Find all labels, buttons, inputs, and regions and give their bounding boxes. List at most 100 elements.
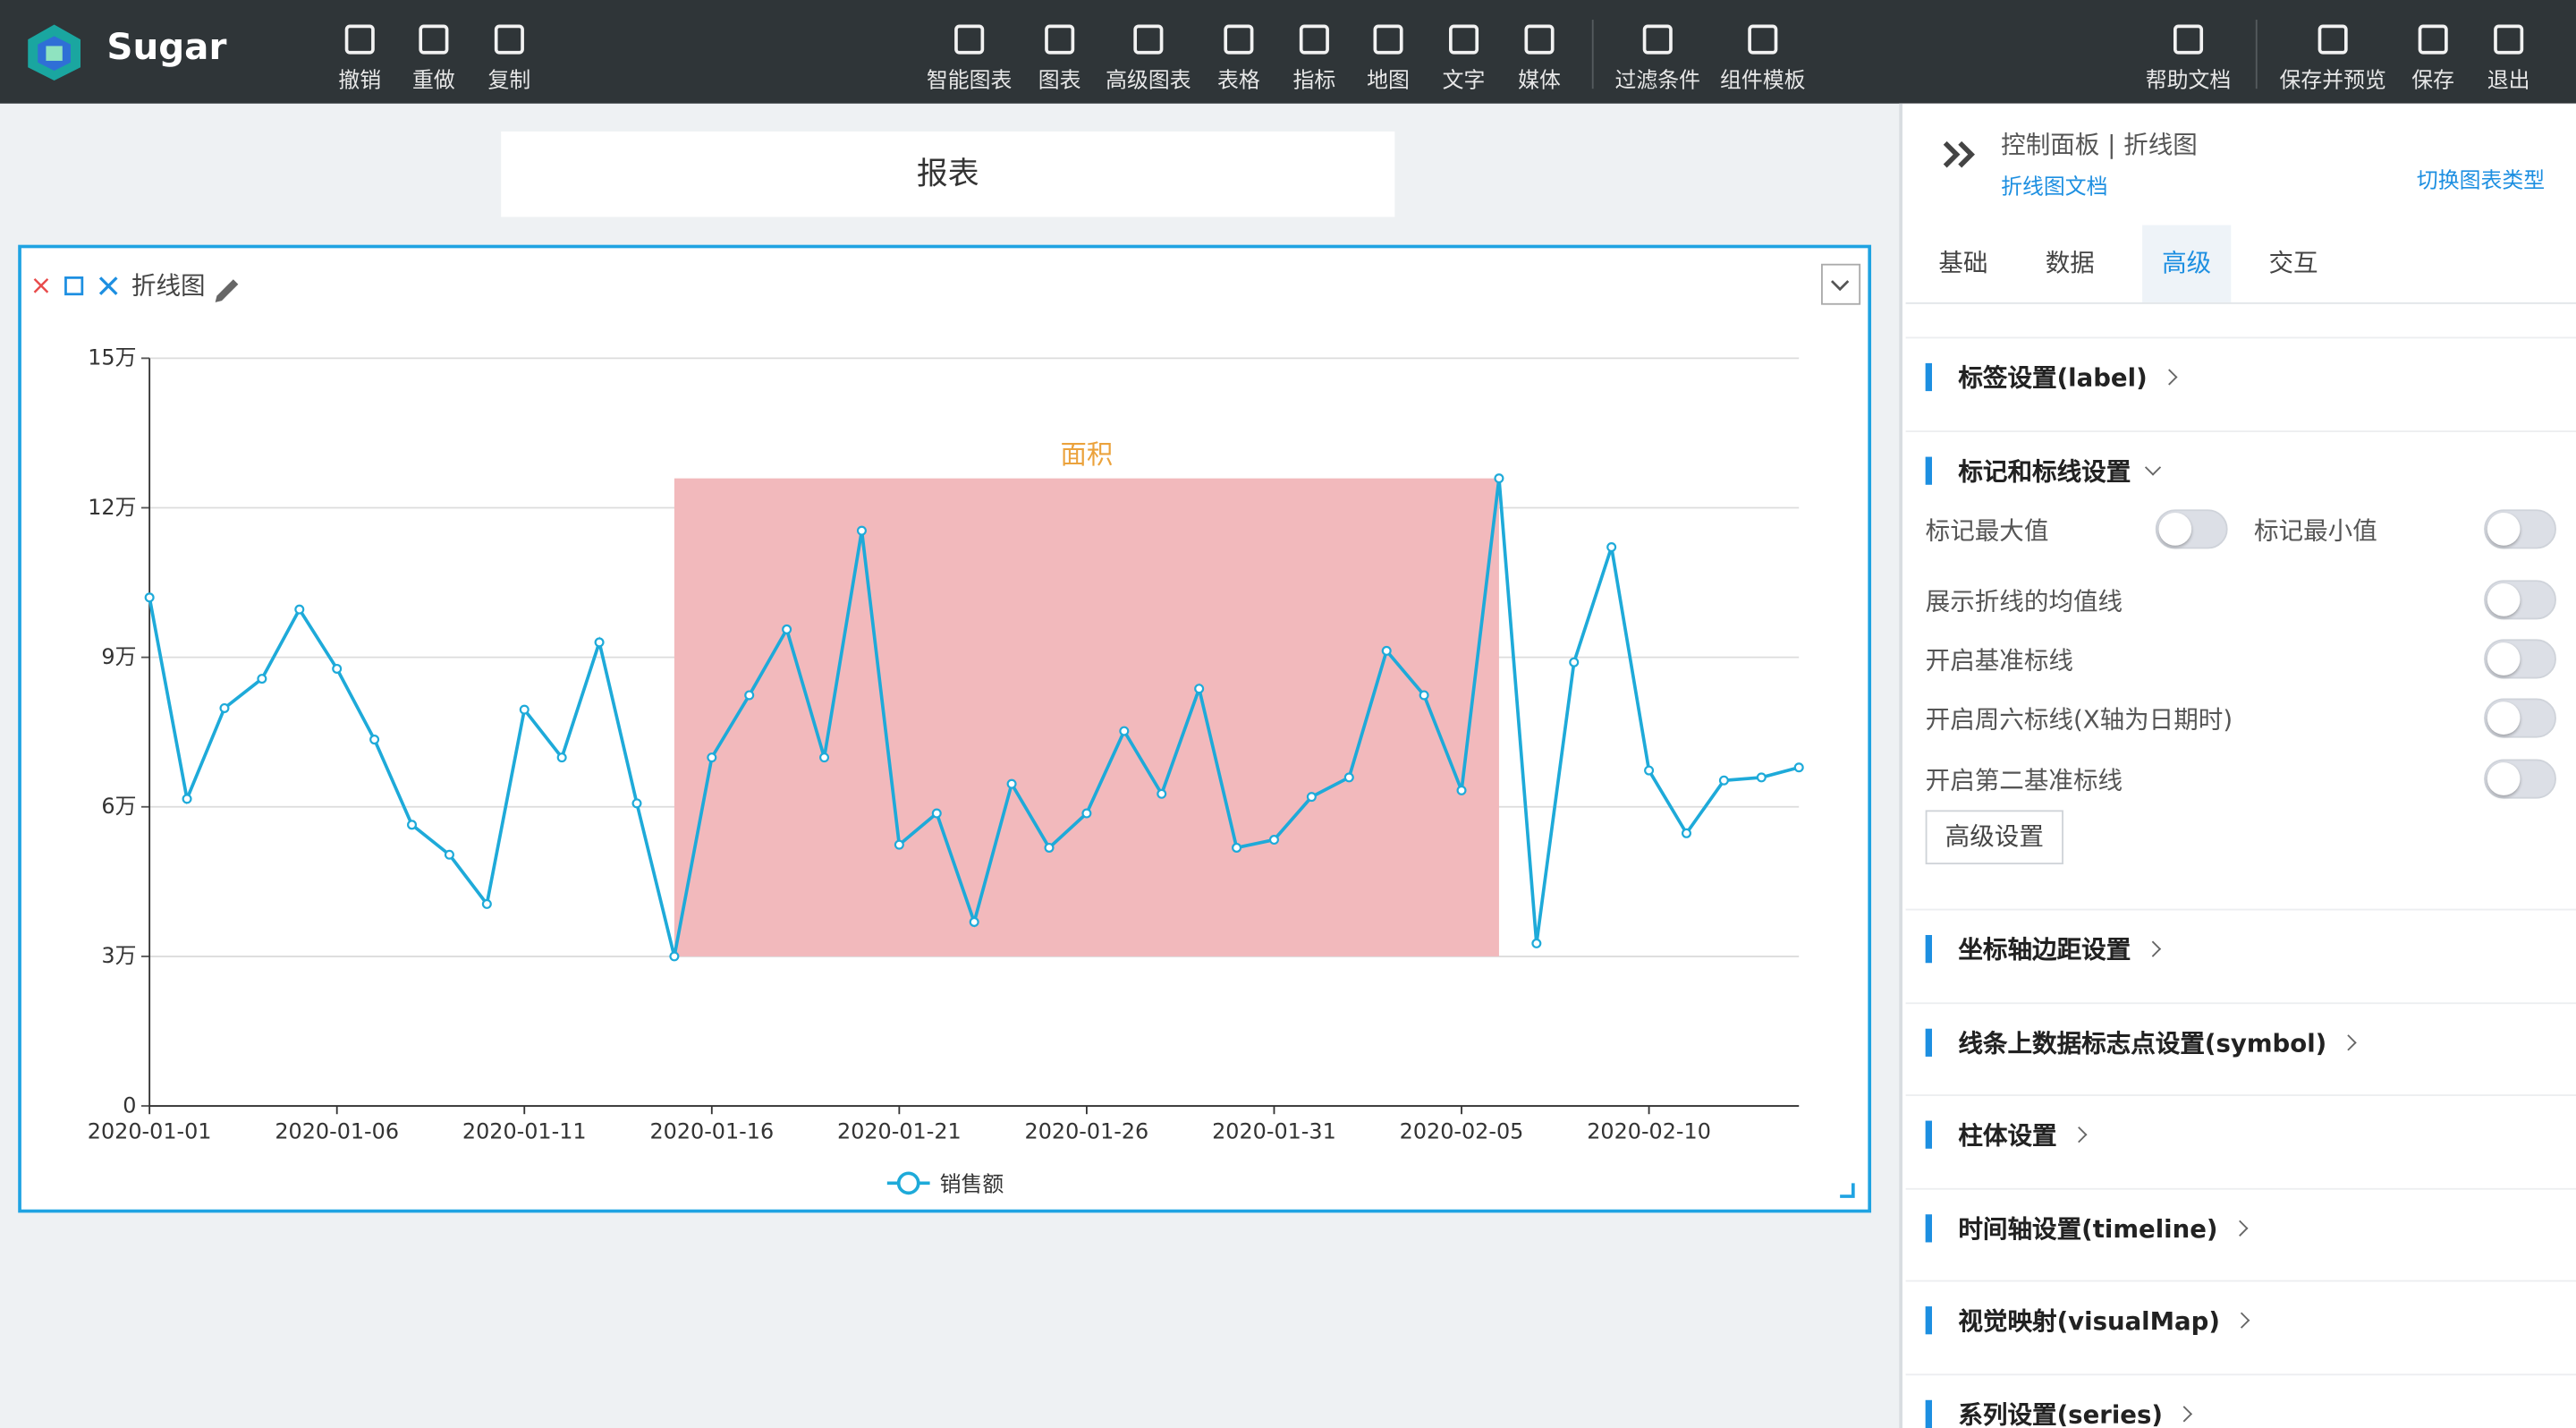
point bbox=[894, 839, 904, 850]
toggle-label: 开启周六标线(X轴为日期时) bbox=[1925, 704, 2233, 735]
point bbox=[1157, 788, 1167, 799]
switch-chart-type[interactable]: 切换图表类型 bbox=[2416, 169, 2546, 194]
doc-link[interactable]: 折线图文档 bbox=[2001, 175, 2108, 201]
toolbar: Sugar 撤销 重做 复制 智能图表 图表 高级图表 表格 指标 地图 文字 媒体 过滤条件 组件模板… bbox=[0, 0, 2576, 104]
toolbar-icon bbox=[1045, 24, 1075, 55]
toggle[interactable] bbox=[2484, 698, 2556, 738]
widget-title: 折线图 bbox=[131, 272, 206, 301]
x-tick-label: 2020-01-06 bbox=[275, 1119, 399, 1144]
toggle[interactable] bbox=[2155, 509, 2228, 549]
tab[interactable]: 高级 bbox=[2142, 225, 2232, 302]
section-header[interactable]: 标记和标线设置 bbox=[1925, 454, 2162, 489]
panel-title: 控制面板 | 折线图 bbox=[2001, 130, 2198, 160]
section-title: 柱体设置 bbox=[1958, 1120, 2057, 1151]
point bbox=[1268, 835, 1279, 846]
close-icon[interactable]: × bbox=[30, 270, 53, 301]
point bbox=[1793, 762, 1804, 773]
section-title: 坐标轴边距设置 bbox=[1958, 935, 2131, 965]
x-tick-label: 2020-02-10 bbox=[1587, 1119, 1711, 1144]
toggle[interactable] bbox=[2484, 639, 2556, 679]
point bbox=[594, 637, 605, 648]
toolbar-label: 帮助文档 bbox=[2145, 69, 2232, 94]
point bbox=[182, 794, 192, 804]
point bbox=[819, 752, 830, 763]
toolbar-icon bbox=[344, 24, 375, 55]
point bbox=[556, 752, 567, 763]
advanced-button[interactable]: 高级设置 bbox=[1925, 810, 2063, 865]
toolbar-separator bbox=[1591, 20, 1594, 89]
legend-item[interactable]: 销售额 bbox=[886, 1171, 1004, 1197]
y-tick-label: 6万 bbox=[101, 794, 136, 819]
point bbox=[1232, 842, 1242, 853]
point bbox=[257, 674, 267, 684]
resize-handle[interactable] bbox=[1840, 1183, 1855, 1198]
point bbox=[1456, 785, 1467, 795]
legend-label: 销售额 bbox=[940, 1172, 1004, 1197]
y-tick-label: 9万 bbox=[101, 644, 136, 669]
toolbar-icon bbox=[1133, 24, 1164, 55]
section-header[interactable]: 标签设置(label) bbox=[1925, 360, 2178, 395]
collapse-icon[interactable] bbox=[1942, 140, 1978, 169]
tab[interactable]: 交互 bbox=[2268, 248, 2318, 278]
section-header[interactable]: 时间轴设置(timeline) bbox=[1925, 1211, 2249, 1245]
point bbox=[1006, 778, 1017, 789]
point bbox=[856, 525, 867, 536]
toggle[interactable] bbox=[2484, 509, 2556, 549]
expand-icon[interactable] bbox=[98, 276, 118, 295]
point bbox=[744, 690, 755, 701]
point bbox=[1756, 772, 1767, 783]
section-title: 时间轴设置(timeline) bbox=[1958, 1213, 2218, 1244]
section-header[interactable]: 坐标轴边距设置 bbox=[1925, 931, 2162, 966]
toolbar-separator bbox=[2255, 20, 2258, 89]
point bbox=[669, 951, 680, 962]
dropdown-chevron bbox=[1830, 280, 1850, 292]
point bbox=[1306, 792, 1317, 803]
divider bbox=[1905, 1094, 2576, 1097]
toolbar-label: 保存 bbox=[2411, 69, 2455, 94]
toolbar-label: 退出 bbox=[2487, 69, 2530, 94]
mark-area bbox=[674, 478, 1499, 956]
toolbar-icon bbox=[1748, 24, 1778, 55]
divider bbox=[1905, 1279, 2576, 1282]
toolbar-label: 地图 bbox=[1367, 69, 1410, 94]
point bbox=[1569, 657, 1580, 667]
point bbox=[519, 704, 530, 715]
section-header[interactable]: 视觉映射(visualMap) bbox=[1925, 1304, 2250, 1339]
toggle[interactable] bbox=[2484, 580, 2556, 620]
divider bbox=[1905, 1373, 2576, 1376]
point bbox=[1606, 542, 1617, 553]
point bbox=[1081, 808, 1092, 819]
tab[interactable]: 数据 bbox=[2045, 248, 2095, 278]
toolbar-label: 复制 bbox=[487, 69, 531, 94]
edit-icon[interactable] bbox=[215, 279, 239, 302]
toggle-label: 开启第二基准标线 bbox=[1925, 765, 2123, 795]
point bbox=[1531, 938, 1542, 948]
point bbox=[1494, 473, 1504, 484]
section-title: 系列设置(series) bbox=[1958, 1399, 2163, 1428]
section-header[interactable]: 柱体设置 bbox=[1925, 1118, 2088, 1152]
chevron bbox=[2176, 1406, 2193, 1423]
point bbox=[631, 798, 642, 809]
mark-area-label: 面积 bbox=[1061, 439, 1114, 470]
section-header[interactable]: 系列设置(series) bbox=[1925, 1397, 2193, 1428]
chevron bbox=[2161, 369, 2178, 386]
legend-marker bbox=[896, 1171, 920, 1195]
y-tick-label: 15万 bbox=[88, 345, 136, 370]
tab[interactable]: 基础 bbox=[1938, 248, 1988, 278]
x-tick-label: 2020-01-01 bbox=[88, 1119, 212, 1144]
toggle[interactable] bbox=[2484, 759, 2556, 799]
point bbox=[332, 663, 343, 674]
toolbar-label: 媒体 bbox=[1518, 69, 1561, 94]
point bbox=[369, 735, 380, 745]
toolbar-label: 保存并预览 bbox=[2279, 69, 2386, 94]
toolbar-icon bbox=[1524, 24, 1555, 55]
dropdown-button[interactable] bbox=[1821, 263, 1861, 305]
chevron bbox=[2232, 1220, 2249, 1237]
toggle-label: 展示折线的均值线 bbox=[1925, 586, 2123, 616]
toolbar-icon bbox=[419, 24, 449, 55]
copy-icon[interactable] bbox=[64, 276, 84, 296]
point bbox=[1119, 726, 1130, 736]
section-header[interactable]: 线条上数据标志点设置(symbol) bbox=[1925, 1024, 2358, 1059]
toolbar-icon bbox=[494, 24, 524, 55]
toolbar-label: 过滤条件 bbox=[1614, 69, 1701, 94]
